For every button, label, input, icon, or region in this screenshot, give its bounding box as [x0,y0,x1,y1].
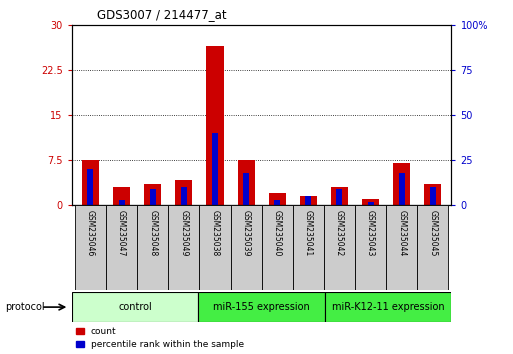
Bar [399,173,405,205]
Text: GSM235040: GSM235040 [273,210,282,256]
Bar [88,169,93,205]
Bar [113,187,130,205]
Bar [75,205,106,290]
Text: GSM235041: GSM235041 [304,210,313,256]
Bar [355,205,386,290]
Bar [82,160,99,205]
Bar [150,189,156,205]
Bar [199,292,325,322]
Bar [417,205,448,290]
Text: GSM235046: GSM235046 [86,210,95,256]
Text: control: control [118,302,152,312]
Text: GSM235043: GSM235043 [366,210,375,256]
Bar [305,196,311,205]
Bar [430,187,436,205]
Bar [300,196,317,205]
Text: GSM235038: GSM235038 [210,210,220,256]
Bar [175,180,192,205]
Text: miR-155 expression: miR-155 expression [213,302,310,312]
Bar [367,202,373,205]
Bar [293,205,324,290]
Bar [393,163,410,205]
Bar [362,199,379,205]
Bar [262,205,293,290]
Bar [168,205,200,290]
Bar [137,205,168,290]
Bar [243,173,249,205]
Legend: count, percentile rank within the sample: count, percentile rank within the sample [76,327,244,349]
Text: GSM235048: GSM235048 [148,210,157,256]
Bar [331,187,348,205]
Bar [230,205,262,290]
Bar [269,193,286,205]
Bar [424,184,441,205]
Bar [386,205,417,290]
Bar [181,187,187,205]
Bar [325,292,451,322]
Text: GSM235047: GSM235047 [117,210,126,256]
Bar [238,160,254,205]
Bar [144,184,161,205]
Text: GSM235044: GSM235044 [397,210,406,256]
Text: GDS3007 / 214477_at: GDS3007 / 214477_at [97,8,227,21]
Text: miR-K12-11 expression: miR-K12-11 expression [332,302,444,312]
Bar [72,292,199,322]
Bar [212,133,218,205]
Bar [324,205,355,290]
Text: GSM235045: GSM235045 [428,210,437,256]
Text: protocol: protocol [5,302,45,312]
Bar [206,46,224,205]
Bar [119,200,125,205]
Bar [274,200,280,205]
Text: GSM235039: GSM235039 [242,210,250,256]
Bar [106,205,137,290]
Text: GSM235049: GSM235049 [180,210,188,256]
Bar [337,189,342,205]
Bar [200,205,230,290]
Text: GSM235042: GSM235042 [335,210,344,256]
